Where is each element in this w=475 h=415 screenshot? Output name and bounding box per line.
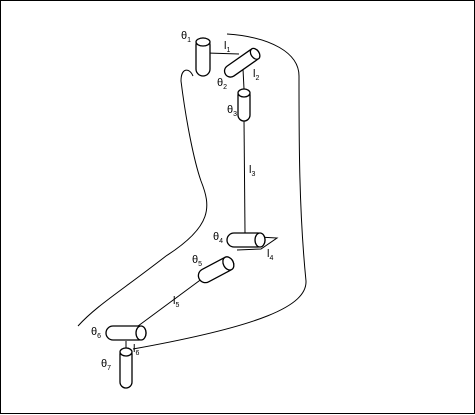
joint-3-label: θ3 (227, 104, 237, 118)
arm-outline-back (132, 33, 307, 350)
joint-4-cylinder (226, 232, 266, 248)
joint-6-cylinder (105, 325, 147, 341)
joint-5-label: θ5 (192, 254, 202, 268)
link-l1-label: l1 (224, 40, 230, 54)
link-l1-line (206, 52, 240, 55)
joint-7-cylinder (119, 347, 133, 389)
joint-2-label: θ2 (217, 77, 227, 91)
joint-4-label: θ4 (213, 231, 223, 245)
joint-5-cylinder (197, 256, 235, 284)
joint-2-cylinder (223, 47, 261, 78)
link-l3-label: l3 (249, 164, 255, 178)
joint-1-cylinder (195, 37, 211, 77)
link-l5-line (133, 277, 204, 330)
joint-1-label: θ1 (181, 30, 191, 44)
link-l4-label: l4 (267, 248, 273, 262)
link-l2-line (242, 68, 245, 90)
link-l5-label: l5 (173, 295, 179, 309)
joint-6-label: θ6 (91, 326, 101, 340)
link-l2-label: l2 (253, 68, 259, 82)
joint-3-cylinder (237, 88, 251, 122)
link-l6-label: l6 (133, 343, 139, 357)
link-l4-line (236, 236, 279, 251)
arm-outline-front (77, 69, 208, 327)
link-l3-line (243, 118, 246, 234)
joint-7-label: θ7 (101, 358, 111, 372)
